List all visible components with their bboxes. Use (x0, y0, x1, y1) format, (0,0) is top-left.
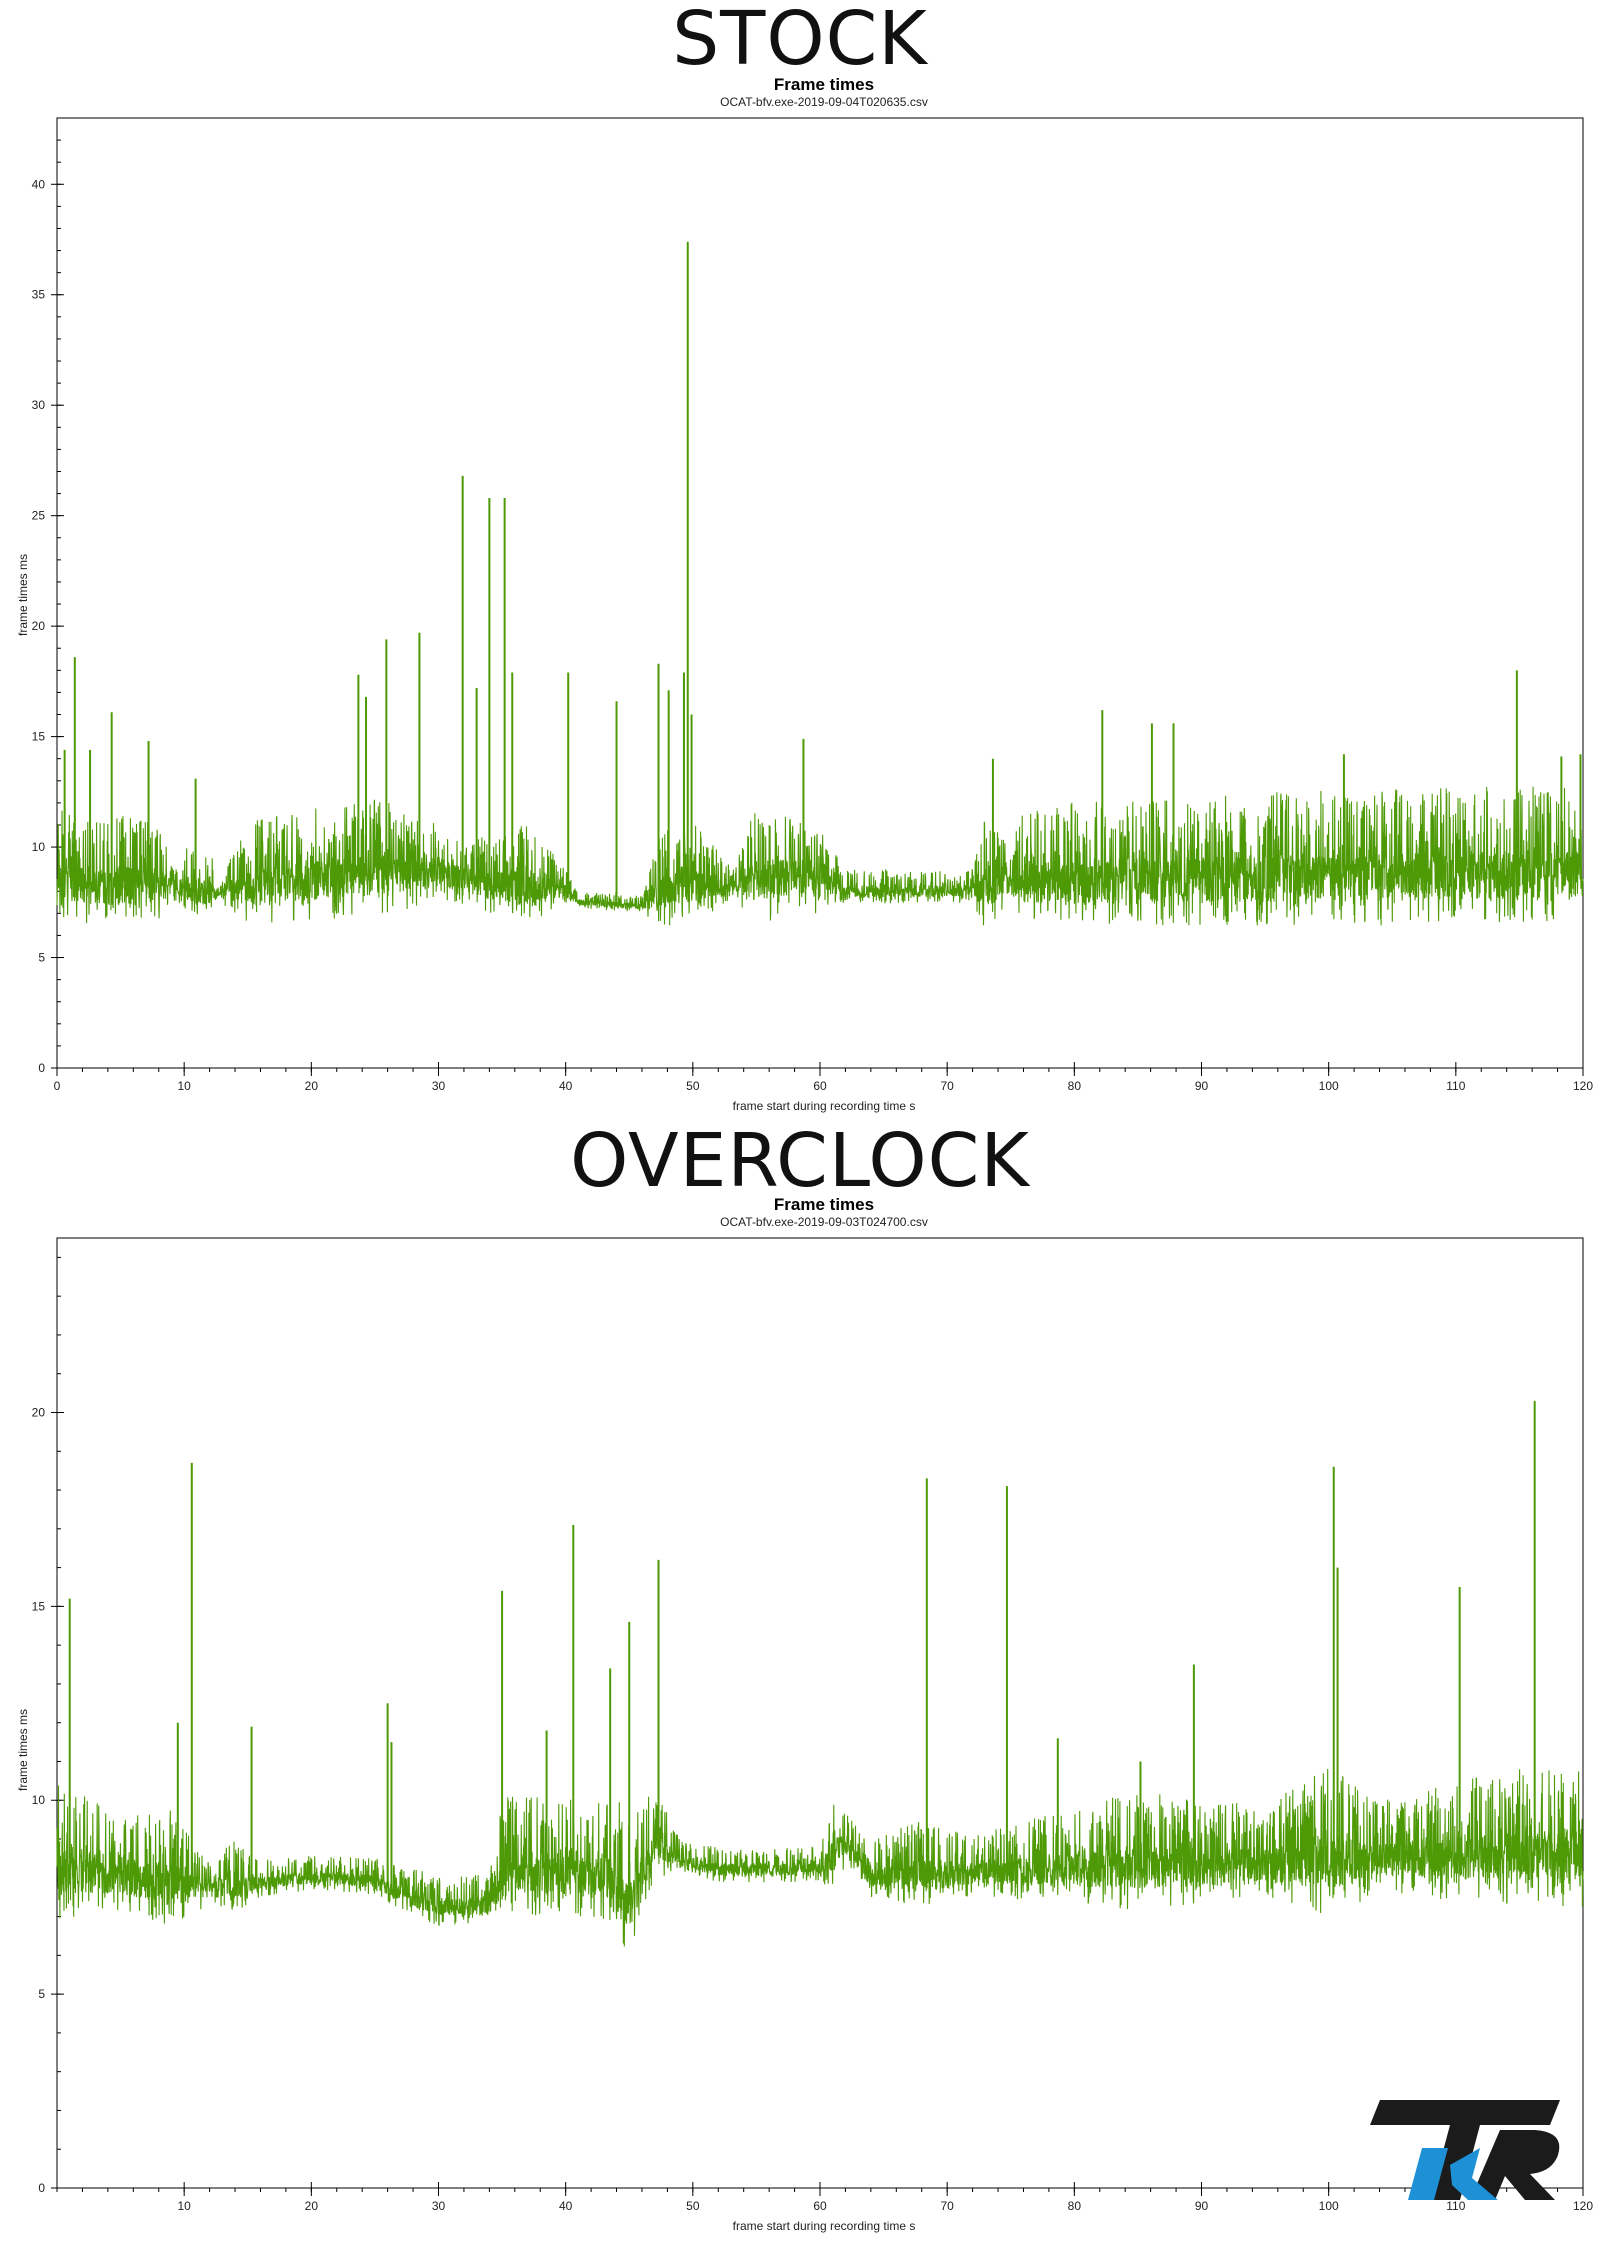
x-tick-label: 60 (813, 2199, 827, 2213)
plot-area: 0 5 10 15 20 10 20 30 40 50 60 70 80 90 100 110 120 (32, 1237, 1593, 2213)
x-tick-label: 40 (559, 2199, 573, 2213)
x-tick-label: 70 (940, 2199, 954, 2213)
x-tick-label: 70 (940, 1079, 954, 1093)
frame-times-line (56, 1768, 1584, 1947)
y-tick-label: 20 (32, 1405, 46, 1419)
x-tick-label: 60 (813, 1079, 827, 1093)
y-tick-label: 40 (32, 177, 46, 191)
y-tick-label: 10 (32, 840, 46, 854)
x-tick-label: 50 (686, 1079, 700, 1093)
x-axis-title: frame start during recording time s (733, 2219, 916, 2233)
y-tick-label: 5 (38, 1987, 45, 2001)
y-tick-label: 15 (32, 1599, 46, 1613)
x-tick-label: 20 (305, 1079, 319, 1093)
x-tick-label: 30 (432, 1079, 446, 1093)
y-tick-label: 0 (38, 1061, 45, 1075)
chart-subtitle: OCAT-bfv.exe-2019-09-03T024700.csv (720, 1215, 928, 1229)
x-tick-label: 10 (177, 2199, 191, 2213)
plot-frame (56, 1237, 1584, 2189)
stock-frame-times-chart: Frame times OCAT-bfv.exe-2019-09-04T0206… (16, 75, 1593, 1113)
y-tick-label: 25 (32, 509, 46, 523)
chart-title: Frame times (774, 1195, 874, 1214)
x-tick-label: 110 (1446, 1079, 1465, 1093)
x-tick-label: 110 (1446, 2199, 1465, 2213)
chart-subtitle: OCAT-bfv.exe-2019-09-04T020635.csv (720, 95, 928, 109)
y-axis-title: frame times ms (16, 554, 30, 636)
x-tick-label: 90 (1195, 2199, 1209, 2213)
x-tick-label: 50 (686, 2199, 700, 2213)
y-tick-label: 20 (32, 619, 46, 633)
x-tick-label: 40 (559, 1079, 573, 1093)
x-tick-label: 80 (1068, 1079, 1082, 1093)
frame-times-line (56, 786, 1584, 926)
plot-frame (56, 117, 1584, 1069)
overclock-frame-times-chart: Frame times OCAT-bfv.exe-2019-09-03T0247… (16, 1195, 1593, 2233)
y-tick-label: 15 (32, 730, 46, 744)
y-axis-title: frame times ms (16, 1709, 30, 1791)
x-axis-title: frame start during recording time s (733, 1099, 916, 1113)
stock-section-title: STOCK (672, 0, 928, 82)
chart-title: Frame times (774, 75, 874, 94)
x-tick-label: 120 (1573, 2199, 1593, 2213)
y-tick-label: 30 (32, 398, 46, 412)
y-tick-label: 35 (32, 288, 46, 302)
x-tick-label: 10 (177, 1079, 191, 1093)
x-tick-label: 100 (1319, 1079, 1339, 1093)
x-tick-label: 0 (54, 1079, 61, 1093)
y-tick-label: 10 (32, 1793, 46, 1807)
overclock-section-title: OVERCLOCK (570, 1118, 1030, 1204)
x-tick-label: 90 (1195, 1079, 1209, 1093)
x-tick-label: 120 (1573, 1079, 1593, 1093)
x-tick-label: 80 (1068, 2199, 1082, 2213)
x-tick-label: 20 (305, 2199, 319, 2213)
x-tick-label: 30 (432, 2199, 446, 2213)
x-tick-label: 100 (1319, 2199, 1339, 2213)
y-tick-label: 0 (38, 2181, 45, 2195)
plot-area: 0 5 10 15 20 25 30 35 40 0 10 20 30 40 50 60 70 80 90 100 11… (32, 117, 1593, 1093)
y-tick-label: 5 (38, 951, 45, 965)
tkr-logo (1370, 2100, 1560, 2200)
